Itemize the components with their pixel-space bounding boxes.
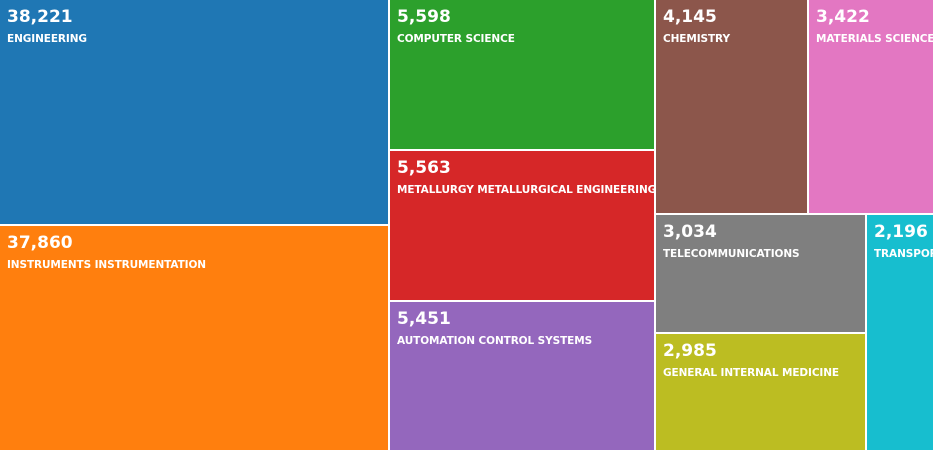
tile-category-label: CHEMISTRY <box>663 33 730 45</box>
treemap-tile: 5,598 COMPUTER SCIENCE <box>390 0 654 149</box>
tile-category-label: MATERIALS SCIENCE <box>816 33 933 45</box>
tile-value-label: 3,034 <box>663 222 717 242</box>
tile-value-label: 5,598 <box>397 7 451 27</box>
treemap-tile: 3,034 TELECOMMUNICATIONS <box>656 215 865 332</box>
tile-category-label: INSTRUMENTS INSTRUMENTATION <box>7 259 206 271</box>
tile-value-label: 5,563 <box>397 158 451 178</box>
tile-category-label: ENGINEERING <box>7 33 87 45</box>
treemap-tile: 2,196 TRANSPOR <box>867 215 933 450</box>
tile-value-label: 3,422 <box>816 7 870 27</box>
tile-value-label: 5,451 <box>397 309 451 329</box>
tile-category-label: TRANSPOR <box>874 248 933 260</box>
treemap-tile: 5,451 AUTOMATION CONTROL SYSTEMS <box>390 302 654 450</box>
tile-category-label: AUTOMATION CONTROL SYSTEMS <box>397 335 593 347</box>
treemap-tile: 38,221 ENGINEERING <box>0 0 388 224</box>
treemap-tile: 3,422 MATERIALS SCIENCE <box>809 0 933 213</box>
tile-value-label: 37,860 <box>7 233 73 253</box>
tile-category-label: METALLURGY METALLURGICAL ENGINEERING <box>397 184 654 196</box>
tile-category-label: TELECOMMUNICATIONS <box>663 248 800 260</box>
tile-value-label: 2,985 <box>663 341 717 361</box>
treemap-tile: 4,145 CHEMISTRY <box>656 0 807 213</box>
tile-value-label: 2,196 <box>874 222 928 242</box>
tile-value-label: 38,221 <box>7 7 73 27</box>
treemap-tile: 37,860 INSTRUMENTS INSTRUMENTATION <box>0 226 388 450</box>
treemap-tile: 5,563 METALLURGY METALLURGICAL ENGINEERIN… <box>390 151 654 300</box>
tile-category-label: GENERAL INTERNAL MEDICINE <box>663 367 840 379</box>
tile-category-label: COMPUTER SCIENCE <box>397 33 515 45</box>
tile-value-label: 4,145 <box>663 7 717 27</box>
treemap-tile: 2,985 GENERAL INTERNAL MEDICINE <box>656 334 865 450</box>
